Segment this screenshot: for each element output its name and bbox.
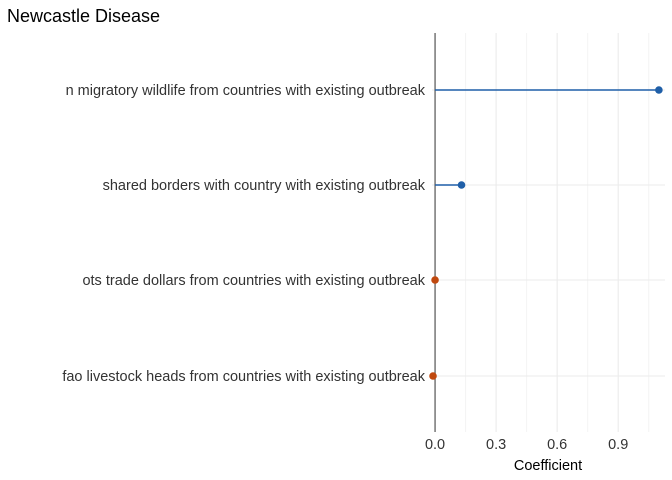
x-tick-label: 0.3 xyxy=(486,437,506,453)
x-tick-label: 0.9 xyxy=(608,437,628,453)
marks-layer xyxy=(429,86,663,380)
data-point xyxy=(431,276,439,284)
category-label: fao livestock heads from countries with … xyxy=(62,369,425,385)
category-label: ots trade dollars from countries with ex… xyxy=(82,273,425,289)
category-label: shared borders with country with existin… xyxy=(103,178,426,194)
data-point xyxy=(429,372,437,380)
grid-layer xyxy=(432,33,665,432)
data-point xyxy=(457,181,466,189)
x-axis-label: Coefficient xyxy=(514,458,582,474)
data-point xyxy=(655,86,663,94)
category-label: n migratory wildlife from countries with… xyxy=(66,83,426,99)
chart-title: Newcastle Disease xyxy=(7,6,160,26)
category-labels: n migratory wildlife from countries with… xyxy=(62,83,425,385)
x-tick-label: 0.0 xyxy=(425,437,445,453)
x-tick-label: 0.6 xyxy=(547,437,567,453)
x-tick-labels: 0.0 0.3 0.6 0.9 xyxy=(425,437,628,453)
